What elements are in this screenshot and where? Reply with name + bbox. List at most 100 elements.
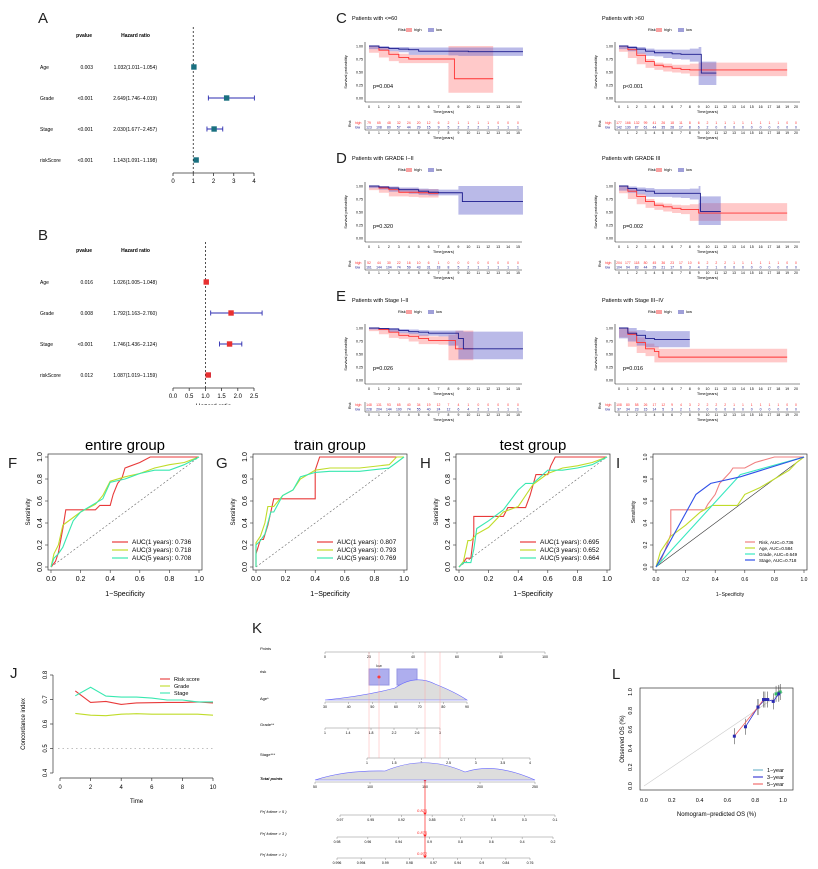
x-axis-label: 1−Specificity: [105, 591, 145, 598]
risk-x-label: Time(years): [433, 275, 455, 280]
x-tick-label: 12: [486, 387, 490, 391]
x-axis-label: Nomogram−predicted OS (%): [677, 812, 756, 818]
risk-count-high: 41: [653, 121, 657, 125]
risk-x-label: Time(years): [433, 417, 455, 422]
risk-table-high-label: high: [605, 261, 612, 265]
risk-count-high: 10: [417, 261, 421, 265]
y-axis-label: Survival probability: [343, 195, 348, 229]
risk-x-tick: 1: [627, 271, 629, 275]
x-tick-label: 0: [368, 245, 370, 249]
y-tick-label: 0.75: [606, 197, 613, 201]
risk-count-high: 2: [707, 403, 709, 407]
risk-x-tick: 15: [750, 131, 754, 135]
risk-count-low: 5: [457, 266, 459, 270]
y-axis-label: Sensitivity: [231, 498, 237, 525]
risk-count-high: 12: [437, 403, 441, 407]
x-tick-label: 7: [680, 387, 682, 391]
risk-count-low: 0: [733, 408, 735, 412]
low-ci-band: [369, 186, 523, 215]
roc-curve: [50, 456, 199, 568]
legend-high-swatch: [656, 310, 662, 314]
risk-count-low: 100: [396, 408, 402, 412]
x-tick-label: 2: [636, 387, 638, 391]
risk-count-low: 0: [777, 408, 779, 412]
x-tick-label: 7: [438, 387, 440, 391]
x-tick-label: 8: [447, 387, 449, 391]
risk-count-high: 1: [477, 121, 479, 125]
x-tick-label: 4: [653, 387, 655, 391]
risk-x-tick: 9: [698, 271, 700, 275]
risk-x-tick: 0: [368, 413, 370, 417]
hr-marker: [193, 157, 199, 163]
x-tick-label: 3: [232, 179, 236, 185]
risk-x-tick: 0: [368, 131, 370, 135]
hr-marker: [228, 310, 234, 316]
risk-table-low-label: low: [605, 126, 611, 130]
x-tick-label: 9: [457, 387, 459, 391]
roc-curve: [50, 456, 200, 568]
risk-x-tick: 14: [741, 271, 745, 275]
roc-test-group: test group 0.00.0 0.2 0.2 0.4 0.4 0.6 0.6 0.8 0.8…: [434, 440, 612, 598]
low-risk-curve: [369, 45, 523, 53]
row-hr-text: 1.746(1.436−2.124): [113, 342, 157, 348]
risk-x-tick: 4: [653, 271, 655, 275]
risk-x-tick: 1: [378, 131, 380, 135]
c-index-line: [75, 686, 213, 703]
x-tick-label: 13: [732, 245, 736, 249]
y-tick-label: 1.0: [445, 452, 452, 462]
row-name: Grade: [40, 311, 54, 317]
risk-count-high: 2: [724, 403, 726, 407]
calibration-point: [771, 699, 775, 703]
x-tick-label: 6: [671, 387, 673, 391]
risk-count-high: 0: [786, 121, 788, 125]
risk-count-high: 2: [448, 121, 450, 125]
nomogram-tick-label: 0.94: [395, 840, 402, 844]
y-axis-label: Sensitivity: [631, 500, 637, 523]
risk-x-label: Time(years): [697, 275, 719, 280]
hr-marker: [223, 95, 230, 101]
nomogram-tick-label: 2.6: [415, 731, 420, 735]
risk-x-tick: 11: [715, 413, 719, 417]
x-tick-label: 6: [150, 785, 154, 791]
x-tick-label: 0.6: [741, 577, 748, 583]
risk-count-high: 12: [661, 403, 665, 407]
risk-count-low: 0: [742, 266, 744, 270]
legend-high-swatch: [656, 168, 662, 172]
ideal-line: [643, 691, 784, 787]
x-tick-label: 4: [653, 105, 655, 109]
low-ci-band: [369, 328, 523, 360]
x-tick-label: 14: [741, 245, 745, 249]
risk-count-low: 130: [625, 126, 631, 130]
y-tick-label: 0.2: [643, 541, 649, 548]
risk-count-high: 2: [715, 403, 717, 407]
x-tick-label: 10: [466, 105, 470, 109]
risk-x-tick: 11: [477, 413, 481, 417]
calibration-point: [762, 698, 766, 702]
risk-count-low: 0: [715, 408, 717, 412]
nomogram-tick-label: 70: [418, 705, 422, 709]
risk-x-tick: 8: [448, 271, 450, 275]
low-risk-curve: [619, 185, 721, 212]
nomogram-tick-label: 0.98: [334, 840, 341, 844]
risk-x-tick: 7: [680, 271, 682, 275]
risk-count-low: 108: [376, 126, 382, 130]
risk-x-tick: 2: [636, 131, 638, 135]
row-pvalue: <0.001: [78, 127, 94, 133]
risk-x-tick: 16: [759, 271, 763, 275]
y-tick-label: 0.50: [606, 352, 613, 356]
risk-x-tick: 6: [428, 413, 430, 417]
risk-count-low: 2: [707, 126, 709, 130]
x-tick-label: 10: [706, 105, 710, 109]
x-tick-label: 14: [506, 245, 510, 249]
nomogram-tick-label: 0.5: [491, 818, 496, 822]
y-axis-label: Survival probability: [343, 337, 348, 371]
nomogram-tick-label: 2.2: [392, 731, 397, 735]
hr-header: Hazard ratio: [121, 33, 150, 39]
x-tick-label: 4: [408, 245, 410, 249]
x-tick-label: 0.4: [105, 576, 115, 583]
legend-low-swatch: [428, 28, 434, 32]
calibration-point: [732, 734, 736, 738]
nomogram-tick-label: 0.9: [427, 840, 432, 844]
risk-count-low: 57: [397, 126, 401, 130]
y-tick-label: 0.6: [445, 496, 452, 506]
